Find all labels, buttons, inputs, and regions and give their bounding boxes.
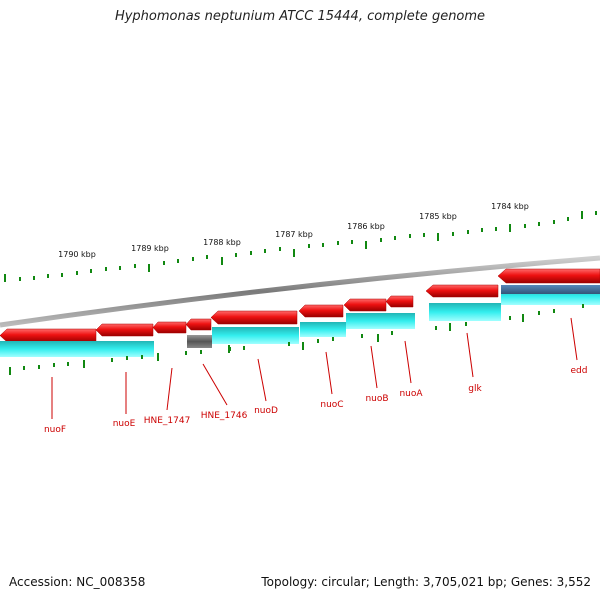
gene-leader-line	[370, 345, 378, 389]
tick-label-kbp: 1790 kbp	[58, 250, 96, 259]
tick-label-kbp: 1784 kbp	[491, 202, 529, 211]
cds-band	[0, 341, 154, 357]
gene-label: nuoB	[365, 394, 388, 404]
gene-leader-line	[466, 332, 474, 378]
tick-label-kbp: 1787 kbp	[275, 230, 313, 239]
outer-tick-ring: 1790 kbp 1789 kbp 1788 kbp 1787 kbp 1786 kbp…	[4, 202, 597, 282]
gene-label: nuoE	[113, 419, 136, 429]
gene-arrow	[497, 268, 600, 284]
cds-band	[346, 313, 415, 329]
backbone-line	[0, 255, 600, 328]
gene-arrow	[385, 295, 414, 308]
topology-footer: Topology: circular; Length: 3,705,021 bp…	[261, 575, 591, 589]
pseudogene-band	[187, 335, 212, 348]
gene-leader-line	[570, 317, 578, 361]
accession-footer: Accession: NC_008358	[9, 575, 145, 589]
tick-label-kbp: 1786 kbp	[347, 222, 385, 231]
tick-label-kbp: 1785 kbp	[419, 212, 457, 221]
gene-label: HNE_1746	[201, 411, 248, 421]
inner-tick-ring	[9, 304, 584, 375]
gene-label: nuoC	[320, 400, 343, 410]
gene-label: nuoF	[44, 425, 66, 435]
gene-arrow	[0, 328, 97, 343]
gene-labels: nuoF nuoE HNE_1747 HNE_1746 nuoD nuoC nuoB nuoA…	[44, 317, 588, 435]
rna-band	[501, 285, 600, 294]
gene-arrow	[298, 304, 344, 318]
gene-arrow	[210, 310, 298, 325]
cds-band	[212, 327, 299, 344]
gene-track	[0, 268, 600, 343]
gene-leader-line	[325, 351, 333, 395]
gene-arrow	[343, 298, 387, 312]
accession-label: Accession:	[9, 575, 73, 589]
gene-arrow	[152, 321, 187, 334]
gene-arrow	[95, 323, 154, 337]
genome-title: Hyphomonas neptunium ATCC 15444, complet…	[114, 9, 486, 24]
cds-band	[300, 322, 346, 337]
gene-arrow	[425, 284, 499, 298]
cds-band	[429, 303, 501, 321]
gene-leader-line	[257, 358, 267, 402]
gene-leader-line	[202, 363, 228, 406]
gene-label: HNE_1747	[144, 416, 191, 426]
gene-leader-line	[166, 367, 173, 411]
gene-label: nuoA	[399, 389, 423, 399]
gene-leader-line	[404, 340, 412, 384]
tick-label-kbp: 1788 kbp	[203, 238, 241, 247]
gene-arrow	[185, 318, 212, 331]
gene-label: edd	[571, 366, 588, 376]
gene-label: glk	[468, 384, 482, 394]
genome-backbone	[0, 255, 600, 328]
tick-label-kbp: 1789 kbp	[131, 244, 169, 253]
gene-label: nuoD	[254, 406, 278, 416]
accession-value: NC_008358	[76, 575, 146, 589]
cds-track	[0, 285, 600, 357]
